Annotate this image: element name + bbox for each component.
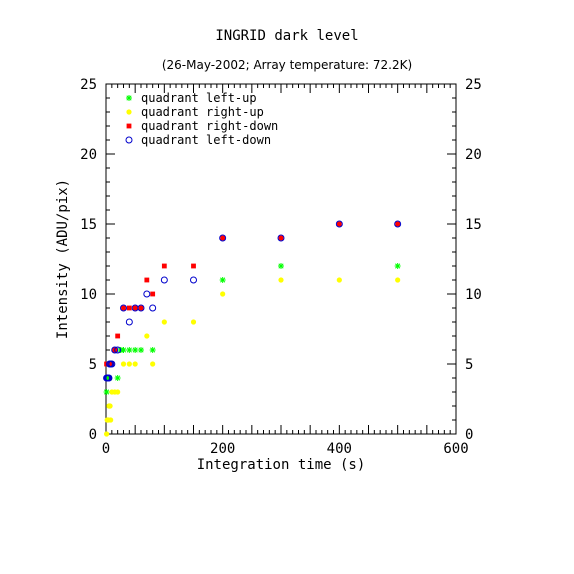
data-point bbox=[138, 347, 144, 353]
data-point bbox=[143, 290, 151, 298]
data-point bbox=[132, 347, 139, 353]
legend-marker bbox=[126, 123, 132, 129]
y-tick-label: 0 bbox=[89, 427, 97, 443]
data-point bbox=[150, 291, 156, 297]
data-point bbox=[126, 305, 132, 311]
data-point bbox=[190, 319, 197, 325]
data-point bbox=[220, 291, 226, 297]
data-point bbox=[111, 346, 119, 354]
data-point bbox=[150, 361, 156, 367]
y-right-tick-label: 15 bbox=[465, 217, 482, 233]
y-tick-label: 5 bbox=[89, 357, 97, 373]
legend-marker bbox=[125, 136, 133, 144]
data-points bbox=[103, 220, 402, 437]
data-point bbox=[219, 277, 226, 283]
legend-label: quadrant left-up bbox=[141, 91, 257, 105]
data-point bbox=[120, 361, 127, 367]
data-point bbox=[278, 263, 284, 269]
series-2 bbox=[103, 277, 401, 437]
y-right-tick-label: 10 bbox=[465, 287, 482, 303]
data-point bbox=[394, 220, 402, 228]
data-point bbox=[336, 277, 342, 283]
data-point bbox=[126, 347, 133, 353]
data-point bbox=[394, 263, 401, 269]
data-point bbox=[219, 234, 227, 242]
series-4 bbox=[103, 220, 402, 382]
data-point bbox=[277, 234, 285, 242]
data-point bbox=[144, 333, 150, 339]
data-point bbox=[132, 305, 138, 311]
data-point bbox=[395, 277, 401, 283]
legend-label: quadrant right-down bbox=[141, 119, 278, 133]
data-point bbox=[108, 360, 116, 368]
data-point bbox=[121, 305, 126, 311]
y-tick-label: 10 bbox=[80, 287, 97, 303]
x-tick-label: 200 bbox=[210, 441, 235, 457]
data-point bbox=[132, 361, 138, 367]
y-right-tick-label: 25 bbox=[465, 77, 482, 93]
y-tick-label: 20 bbox=[80, 147, 97, 163]
legend-marker bbox=[126, 95, 132, 101]
chart-subtitle: (26-May-2002; Array temperature: 72.2K) bbox=[161, 58, 413, 72]
x-tick-label: 400 bbox=[327, 441, 352, 457]
data-point bbox=[278, 277, 284, 283]
data-point bbox=[115, 389, 121, 395]
chart-title: INGRID dark level bbox=[215, 28, 359, 44]
y-axis-label: Intensity (ADU/pix) bbox=[55, 179, 71, 339]
data-point bbox=[395, 221, 401, 227]
data-point bbox=[149, 304, 157, 312]
data-point bbox=[120, 347, 127, 353]
data-point bbox=[161, 263, 167, 269]
data-point bbox=[160, 276, 168, 284]
y-right-tick-label: 20 bbox=[465, 147, 482, 163]
data-point bbox=[108, 417, 114, 423]
data-point bbox=[336, 221, 342, 227]
data-point bbox=[149, 347, 156, 353]
data-point bbox=[126, 361, 132, 367]
x-tick-label: 600 bbox=[443, 441, 468, 457]
data-point bbox=[161, 319, 167, 325]
series-3 bbox=[104, 221, 401, 367]
data-point bbox=[220, 235, 226, 241]
data-point bbox=[335, 220, 343, 228]
data-point bbox=[191, 263, 196, 269]
data-point bbox=[114, 375, 121, 381]
legend-marker bbox=[126, 109, 132, 115]
x-axis-label: Integration time (s) bbox=[197, 457, 366, 473]
data-point bbox=[190, 276, 197, 284]
data-point bbox=[114, 346, 122, 354]
data-point bbox=[103, 431, 110, 437]
data-point bbox=[138, 305, 144, 311]
data-point bbox=[107, 403, 113, 409]
legend-label: quadrant right-up bbox=[141, 105, 264, 119]
y-right-tick-label: 5 bbox=[465, 357, 473, 373]
data-point bbox=[105, 374, 113, 382]
x-tick-label: 0 bbox=[102, 441, 110, 457]
data-point bbox=[120, 304, 127, 312]
data-point bbox=[137, 304, 145, 312]
y-tick-label: 25 bbox=[80, 77, 97, 93]
series-1 bbox=[103, 263, 401, 395]
data-point bbox=[115, 333, 121, 339]
data-point bbox=[103, 389, 110, 395]
data-point bbox=[109, 361, 115, 367]
y-right-tick-label: 0 bbox=[465, 427, 473, 443]
data-point bbox=[125, 318, 133, 326]
y-tick-label: 15 bbox=[80, 217, 97, 233]
data-point bbox=[144, 277, 150, 283]
legend-label: quadrant left-down bbox=[141, 133, 271, 147]
data-point bbox=[278, 235, 284, 241]
